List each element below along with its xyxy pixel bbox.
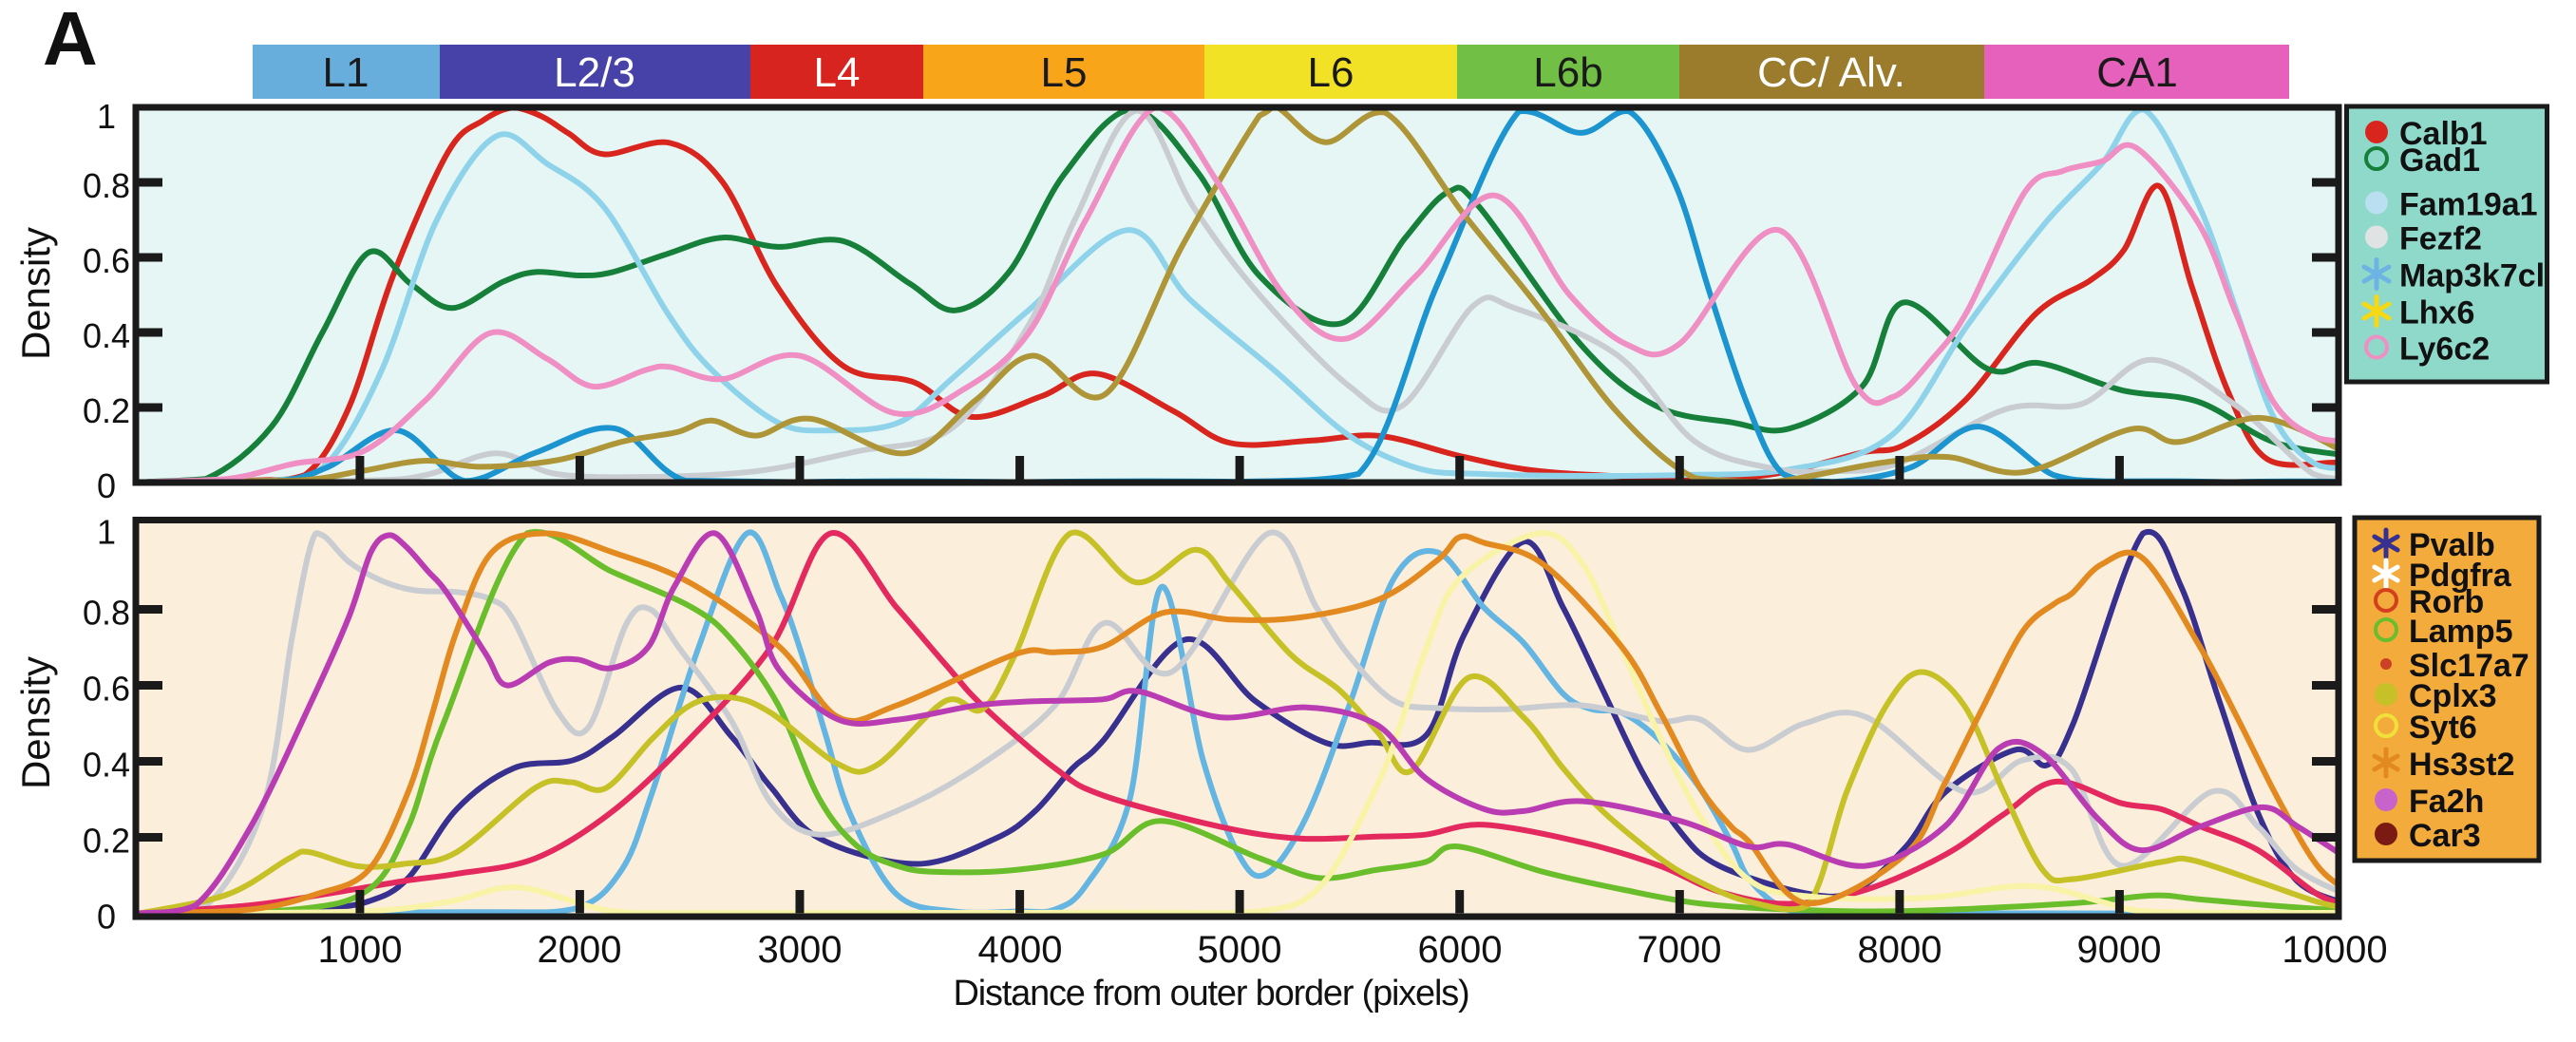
svg-text:1000: 1000	[318, 929, 403, 971]
svg-text:Lhx6: Lhx6	[2399, 295, 2474, 332]
svg-text:Slc17a7: Slc17a7	[2409, 648, 2529, 684]
svg-text:L6b: L6b	[1533, 49, 1602, 96]
svg-text:Pdgfra: Pdgfra	[2409, 558, 2512, 594]
svg-text:10000: 10000	[2282, 929, 2387, 971]
svg-text:Rorb: Rorb	[2409, 584, 2484, 620]
svg-text:4000: 4000	[978, 929, 1063, 971]
svg-text:3000: 3000	[758, 929, 843, 971]
svg-text:0.2: 0.2	[83, 391, 130, 430]
svg-text:L5: L5	[1041, 49, 1088, 96]
svg-text:L2/3: L2/3	[554, 49, 635, 96]
svg-text:Fezf2: Fezf2	[2399, 221, 2482, 257]
svg-text:Fa2h: Fa2h	[2409, 784, 2484, 820]
svg-text:Density: Density	[13, 656, 58, 789]
svg-text:L4: L4	[814, 49, 861, 96]
svg-text:Ly6c2: Ly6c2	[2399, 332, 2490, 368]
svg-text:1: 1	[97, 97, 116, 136]
svg-text:1: 1	[97, 513, 116, 552]
svg-text:CC/ Alv.: CC/ Alv.	[1757, 49, 1905, 96]
svg-text:Pvalb: Pvalb	[2409, 527, 2495, 563]
svg-text:Distance from outer border (pi: Distance from outer border (pixels)	[954, 974, 1469, 1014]
svg-text:L6: L6	[1308, 49, 1354, 96]
svg-text:Cplx3: Cplx3	[2409, 678, 2497, 714]
svg-text:0.2: 0.2	[83, 822, 130, 861]
svg-text:Syt6: Syt6	[2409, 710, 2477, 746]
svg-text:0.6: 0.6	[83, 241, 130, 280]
svg-text:0.8: 0.8	[83, 166, 130, 205]
svg-text:5000: 5000	[1198, 929, 1282, 971]
svg-text:6000: 6000	[1418, 929, 1503, 971]
svg-text:Hs3st2: Hs3st2	[2409, 747, 2515, 783]
svg-text:8000: 8000	[1858, 929, 1942, 971]
svg-text:Gad1: Gad1	[2399, 142, 2480, 179]
svg-text:9000: 9000	[2077, 929, 2162, 971]
svg-text:Density: Density	[13, 227, 58, 360]
svg-text:CA1: CA1	[2096, 49, 2178, 96]
svg-text:0: 0	[97, 898, 116, 937]
svg-text:0.4: 0.4	[83, 316, 130, 355]
svg-text:0: 0	[97, 466, 116, 505]
svg-text:Fam19a1: Fam19a1	[2399, 187, 2538, 223]
svg-text:7000: 7000	[1638, 929, 1722, 971]
svg-text:0.8: 0.8	[83, 594, 130, 633]
svg-text:2000: 2000	[538, 929, 622, 971]
svg-text:Car3: Car3	[2409, 818, 2481, 854]
svg-text:Map3k7cl: Map3k7cl	[2399, 258, 2545, 294]
svg-text:L1: L1	[323, 49, 369, 96]
svg-text:Lamp5: Lamp5	[2409, 614, 2513, 650]
svg-text:0.4: 0.4	[83, 746, 130, 785]
svg-text:Calb1: Calb1	[2399, 116, 2488, 152]
svg-text:0.6: 0.6	[83, 670, 130, 709]
svg-text:A: A	[43, 0, 98, 81]
